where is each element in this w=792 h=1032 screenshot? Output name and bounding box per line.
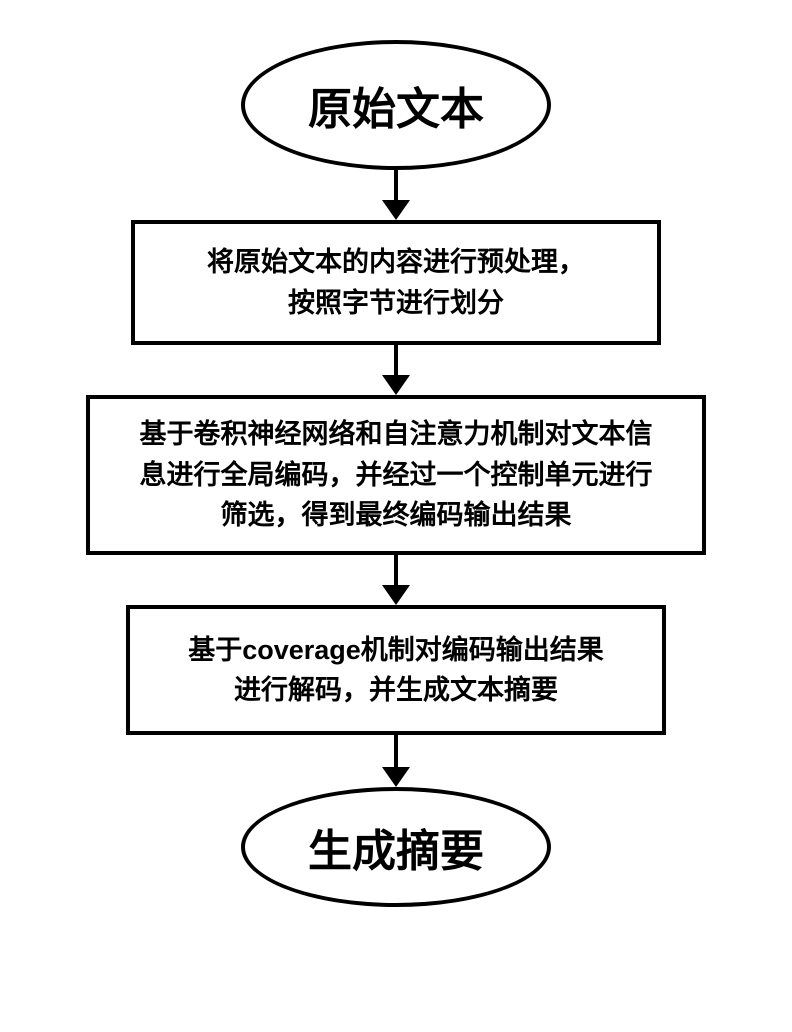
arrow-3-head xyxy=(382,585,410,605)
arrow-1-head xyxy=(382,200,410,220)
flow-step1-text: 将原始文本的内容进行预处理， 按照字节进行划分 xyxy=(207,242,585,323)
arrow-4-line xyxy=(394,735,398,767)
flow-step2-text: 基于卷积神经网络和自注意力机制对文本信 息进行全局编码，并经过一个控制单元进行 … xyxy=(140,414,653,536)
flow-end-ellipse: 生成摘要 xyxy=(241,787,551,907)
flow-start-text: 原始文本 xyxy=(308,73,484,137)
flow-step1-box: 将原始文本的内容进行预处理， 按照字节进行划分 xyxy=(131,220,661,345)
flow-start-ellipse: 原始文本 xyxy=(241,40,551,170)
arrow-1-line xyxy=(394,170,398,200)
arrow-3 xyxy=(382,555,410,605)
flow-step3-text: 基于coverage机制对编码输出结果 进行解码，并生成文本摘要 xyxy=(188,630,604,711)
arrow-2 xyxy=(382,345,410,395)
arrow-2-line xyxy=(394,345,398,375)
flow-step2-box: 基于卷积神经网络和自注意力机制对文本信 息进行全局编码，并经过一个控制单元进行 … xyxy=(86,395,706,555)
flow-step3-box: 基于coverage机制对编码输出结果 进行解码，并生成文本摘要 xyxy=(126,605,666,735)
arrow-1 xyxy=(382,170,410,220)
arrow-4 xyxy=(382,735,410,787)
arrow-3-line xyxy=(394,555,398,585)
arrow-4-head xyxy=(382,767,410,787)
arrow-2-head xyxy=(382,375,410,395)
flow-end-text: 生成摘要 xyxy=(308,815,484,879)
